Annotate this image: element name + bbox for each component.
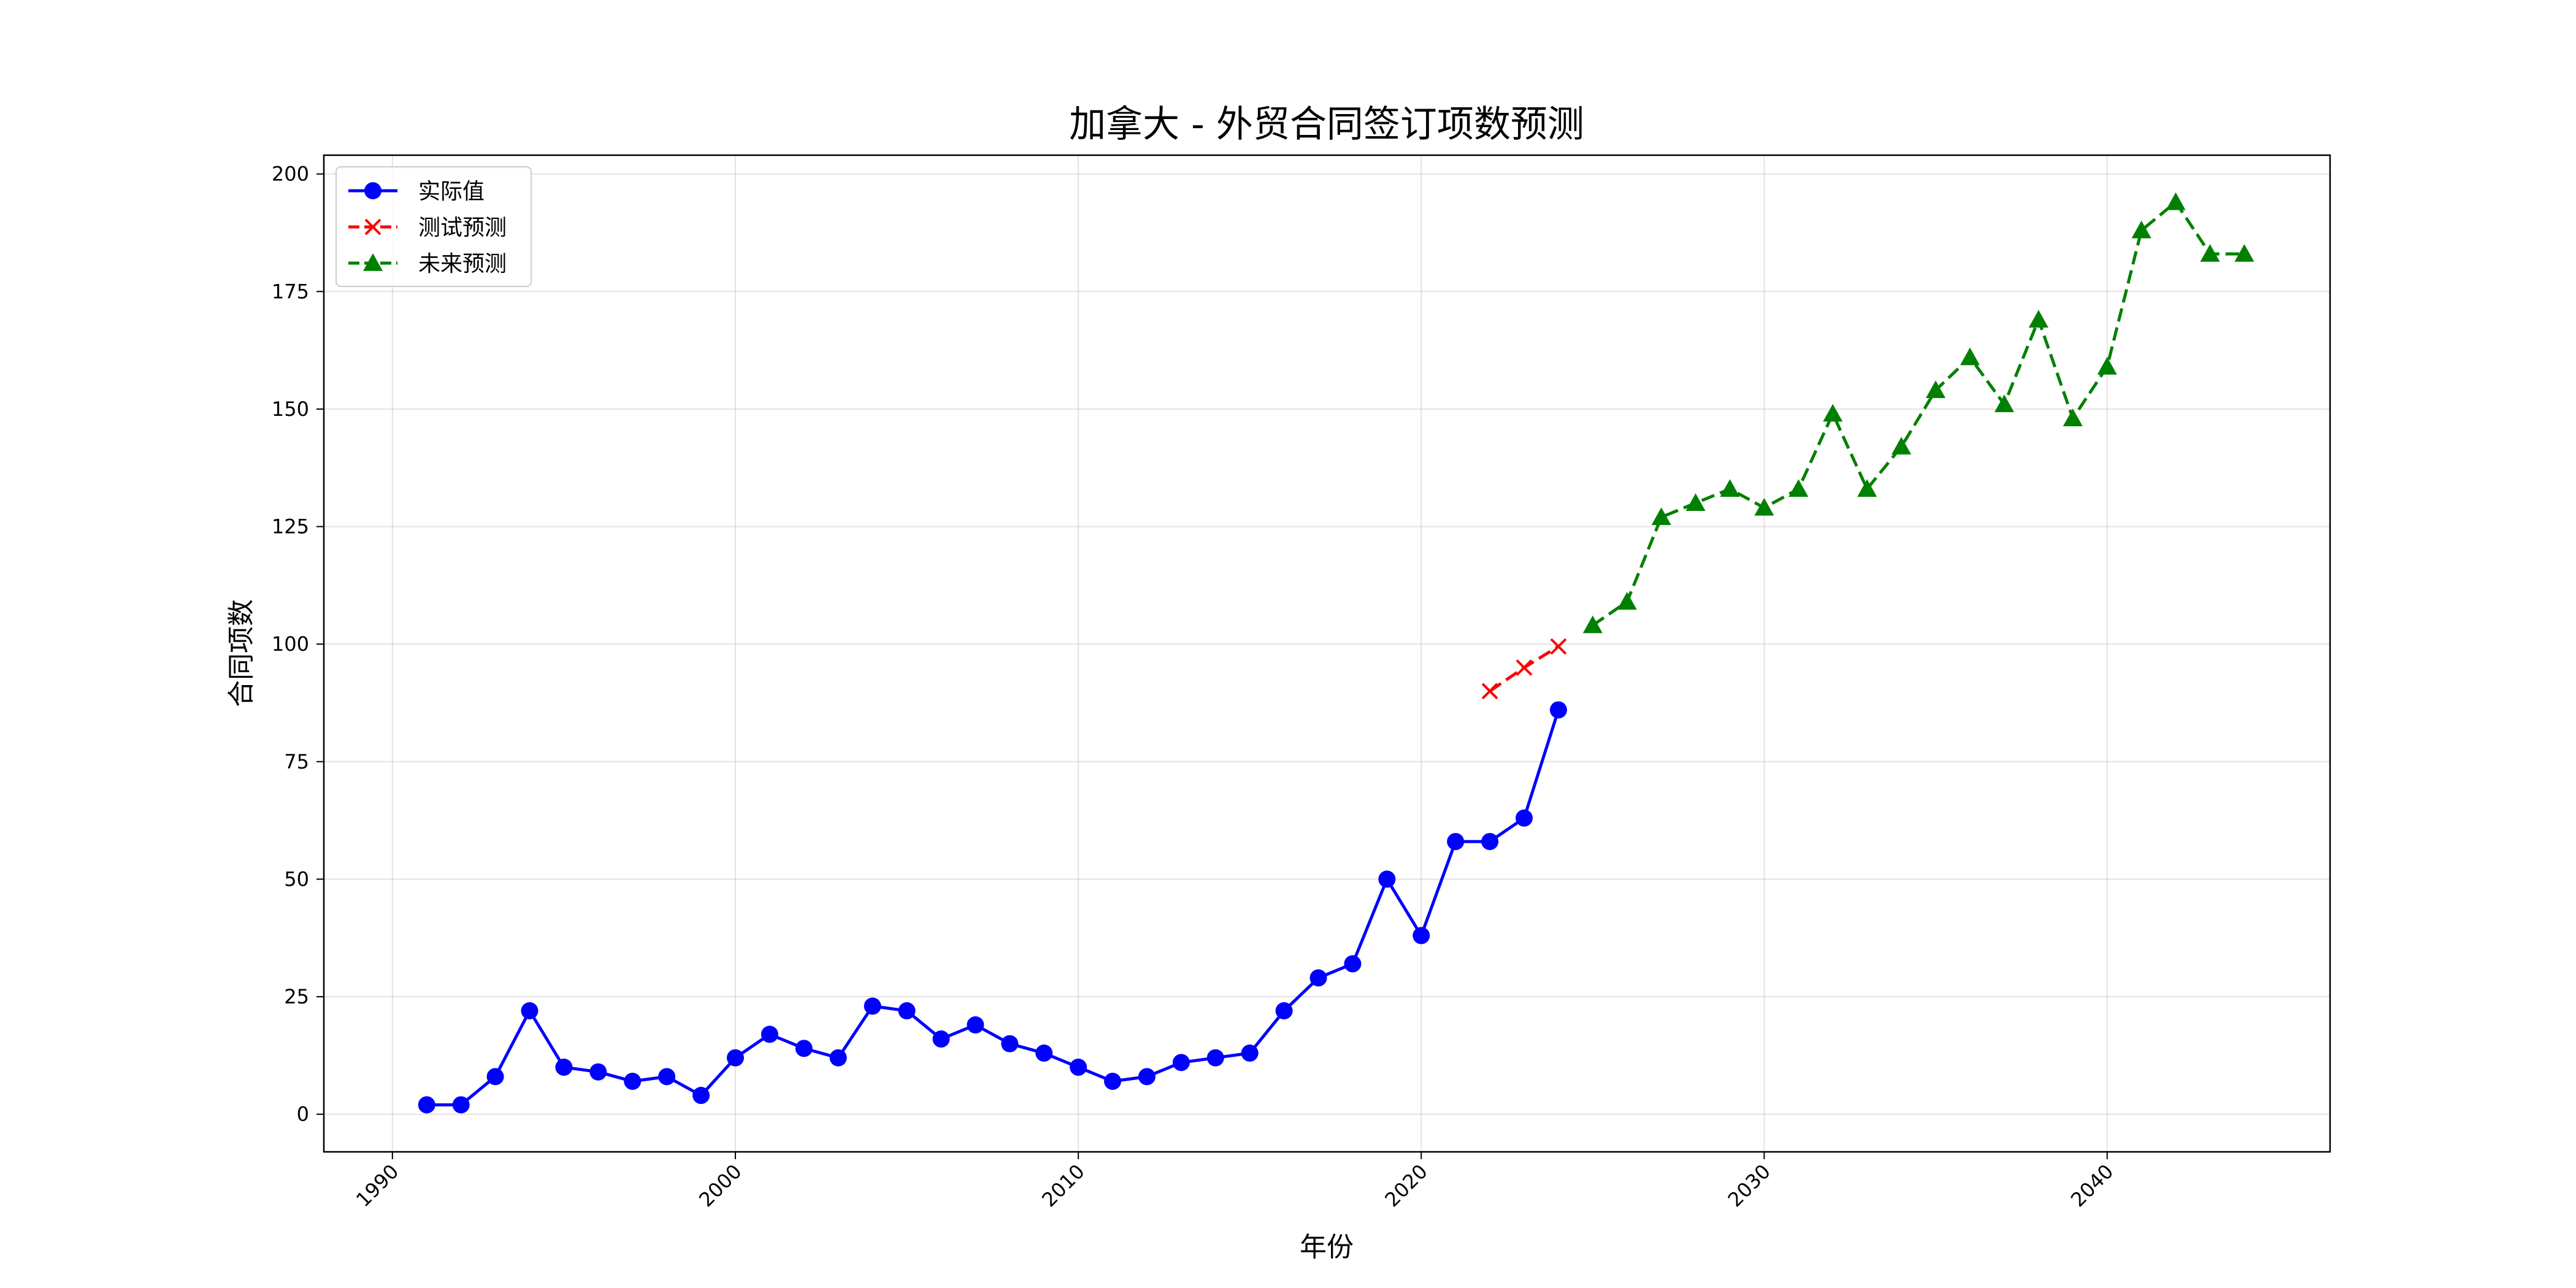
data-point: [1823, 404, 1843, 422]
y-tick-label: 175: [272, 280, 309, 303]
y-tick-label: 25: [284, 985, 309, 1008]
y-axis: 0 25 50 75 100 125 150 175 200: [272, 163, 324, 1126]
data-point: [1172, 1054, 1190, 1071]
series-layer: [418, 192, 2255, 1114]
x-axis-title: 年份: [1300, 1232, 1354, 1263]
data-point: [658, 1068, 676, 1086]
plot-area: [324, 155, 2330, 1152]
data-point: [1754, 497, 1774, 516]
x-tick-label: 2020: [1380, 1160, 1432, 1211]
data-point: [829, 1049, 847, 1067]
data-point: [555, 1059, 573, 1076]
data-point: [624, 1073, 642, 1091]
data-point: [486, 1068, 504, 1086]
data-point: [1549, 701, 1567, 719]
data-point: [2028, 310, 2049, 328]
y-tick-label: 150: [272, 397, 309, 421]
plot-frame: [323, 154, 2331, 1153]
data-point: [1925, 380, 1945, 399]
data-point: [1994, 394, 2014, 413]
data-point: [726, 1049, 744, 1067]
data-point: [2166, 192, 2186, 210]
data-point: [1720, 479, 1740, 497]
data-point: [1582, 615, 1603, 634]
data-point: [898, 1002, 916, 1020]
data-point: [1617, 592, 1637, 610]
data-point: [967, 1016, 984, 1034]
y-axis-title: 合同项数: [226, 599, 257, 707]
data-point: [761, 1025, 778, 1043]
data-point: [692, 1087, 710, 1105]
data-point: [1857, 479, 1877, 497]
data-point: [864, 997, 881, 1015]
y-tick-label: 125: [272, 515, 309, 539]
x-tick-label: 2030: [1723, 1160, 1775, 1211]
data-point: [1516, 659, 1533, 676]
legend-item: 未来预测: [348, 251, 507, 277]
x-tick-label: 2010: [1037, 1160, 1089, 1211]
data-point: [1001, 1035, 1019, 1052]
data-point: [795, 1040, 813, 1057]
legend-label: 实际值: [418, 179, 485, 204]
series-line: [426, 709, 1560, 1106]
data-point: [1447, 833, 1465, 851]
data-point: [1788, 479, 1809, 497]
y-tick-label: 75: [284, 750, 309, 773]
legend-item: 测试预测: [348, 215, 507, 240]
data-point: [932, 1030, 950, 1048]
data-point: [2131, 220, 2152, 239]
y-tick-label: 100: [272, 632, 309, 656]
data-point: [1206, 1049, 1224, 1067]
data-point: [589, 1063, 607, 1081]
data-point: [1685, 493, 1706, 512]
data-point: [1378, 870, 1396, 888]
grid: [324, 155, 2330, 1152]
data-point: [1550, 638, 1567, 655]
x-tick-label: 2000: [694, 1160, 746, 1211]
x-tick-label: 2040: [2066, 1160, 2118, 1211]
legend-label: 测试预测: [418, 215, 507, 240]
legend-marker: [363, 253, 383, 271]
y-tick-label: 200: [272, 163, 309, 186]
data-point: [1035, 1045, 1053, 1062]
legend-box: [335, 166, 532, 287]
legend-label: 未来预测: [418, 251, 507, 277]
data-point: [452, 1096, 470, 1114]
legend-marker: [364, 182, 381, 199]
data-point: [1516, 809, 1533, 827]
data-point: [2200, 243, 2220, 262]
series-line: [1592, 201, 2245, 627]
data-point: [1344, 955, 1362, 973]
data-point: [1070, 1059, 1087, 1076]
data-point: [1275, 1002, 1293, 1020]
series-1: [418, 701, 1567, 1114]
y-tick-label: 50: [284, 867, 309, 891]
data-point: [1651, 507, 1671, 526]
data-point: [1481, 833, 1499, 851]
data-point: [1892, 437, 1912, 455]
data-point: [1104, 1073, 1122, 1091]
data-point: [521, 1002, 539, 1020]
data-point: [1241, 1045, 1259, 1062]
data-point: [1138, 1068, 1156, 1086]
x-tick-label: 1990: [351, 1160, 403, 1211]
data-point: [1481, 683, 1498, 700]
data-point: [1413, 927, 1430, 945]
series-2: [1481, 638, 1567, 700]
data-point: [1960, 347, 1980, 366]
data-point: [2063, 408, 2083, 427]
legend-item: 实际值: [348, 179, 485, 204]
data-point: [2234, 243, 2255, 262]
data-point: [1309, 969, 1327, 987]
legend-marker: [364, 218, 381, 236]
data-point: [2097, 356, 2117, 375]
x-axis: 1990 2000 2010 2020 2030 2040: [351, 1152, 2118, 1211]
series-3: [1582, 192, 2255, 634]
y-tick-label: 0: [297, 1103, 309, 1126]
chart-title: 加拿大 - 外贸合同签订项数预测: [1069, 103, 1584, 146]
data-point: [418, 1096, 435, 1114]
